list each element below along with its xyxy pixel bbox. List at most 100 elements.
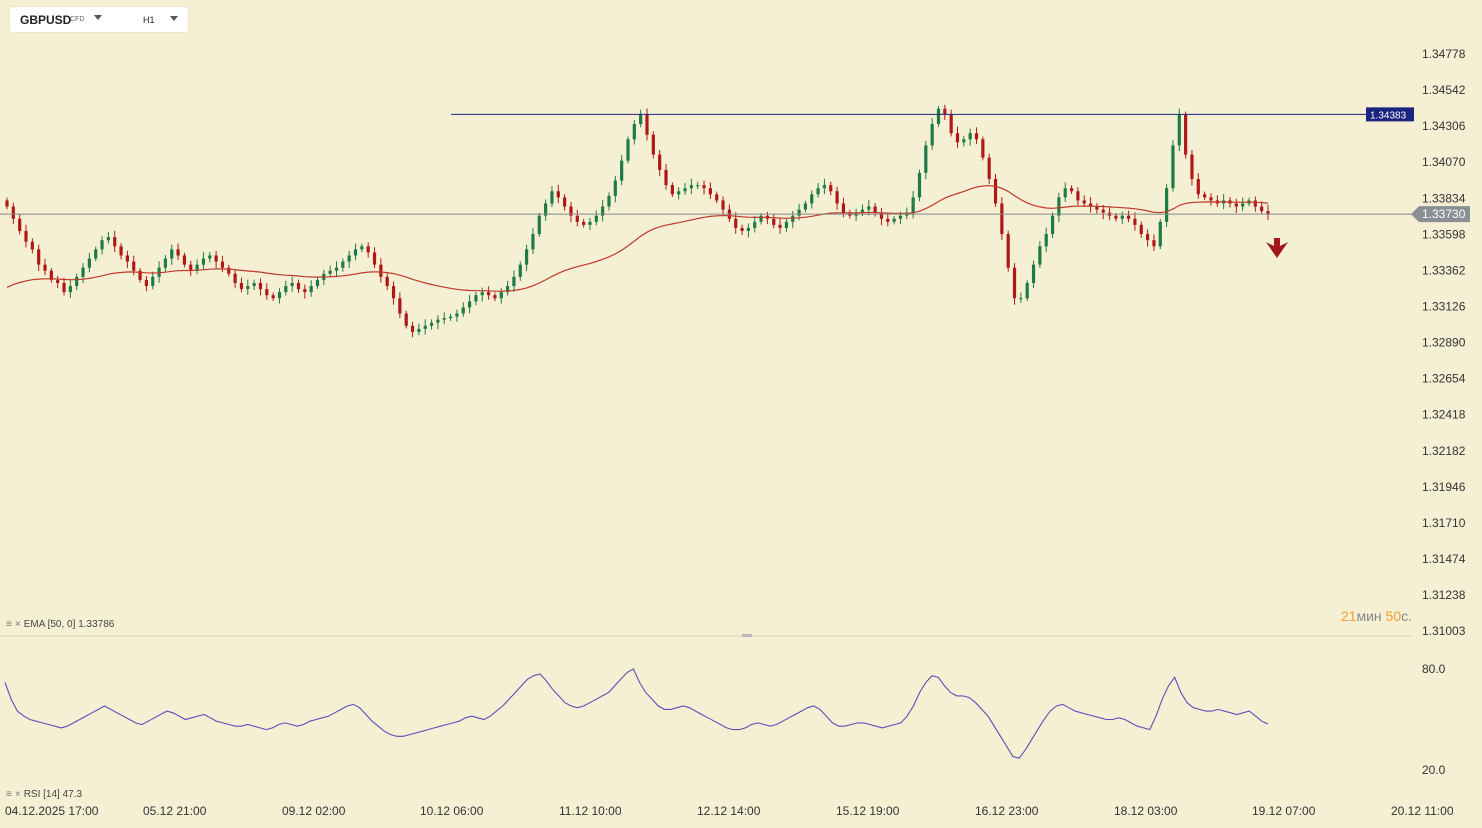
candle-body (1253, 200, 1257, 207)
candle-body (309, 286, 313, 293)
candle-body (505, 286, 510, 293)
symbol-dropdown-icon[interactable] (94, 15, 102, 20)
timeframe-dropdown-icon[interactable] (170, 16, 178, 21)
candle-body (696, 185, 700, 187)
candle-body (239, 282, 244, 290)
candle-body (1190, 154, 1194, 180)
candle-body (163, 258, 168, 268)
candle-body (429, 322, 434, 326)
indicator-settings-icon[interactable]: ≡ (6, 619, 12, 630)
candle-body (398, 298, 402, 314)
candle-body (810, 194, 814, 204)
candle-body (1088, 203, 1093, 207)
candle-body (677, 191, 681, 195)
price-scale: 1.34778 1.34542 1.34306 1.34070 1.33834 1.335… (1422, 47, 1466, 638)
candle-body (1095, 206, 1099, 210)
candle-body (974, 133, 979, 140)
candle-body (303, 289, 307, 293)
candle-body (94, 249, 98, 259)
candle-body (734, 218, 738, 228)
candle-body (1082, 200, 1086, 204)
candle-body (860, 209, 865, 213)
candle-body (1177, 114, 1181, 146)
sell-arrow-icon (1266, 238, 1288, 258)
candle-body (607, 195, 611, 207)
candle-body (227, 267, 231, 274)
candle-body (715, 194, 719, 201)
candle-body (981, 139, 985, 158)
symbol-name[interactable]: GBPUSD (20, 13, 72, 27)
candle-body (499, 292, 503, 299)
candle-body (1000, 203, 1004, 235)
pane-resize-handle[interactable] (742, 634, 752, 637)
candle-body (1139, 224, 1143, 235)
candle-body (423, 325, 427, 329)
candle-body (639, 114, 643, 125)
price-tick-label: 1.32890 (1422, 336, 1466, 350)
candle-body (563, 197, 567, 207)
candle-body (455, 313, 459, 317)
candle-body (917, 172, 922, 198)
candles-layer (5, 104, 1270, 338)
candle-body (962, 139, 966, 143)
candle-body (1126, 215, 1131, 219)
candle-body (170, 249, 174, 259)
candle-body (113, 237, 117, 247)
candle-body (1146, 234, 1150, 241)
ema-indicator-label: ≡ × EMA [50, 0] 1.33786 (6, 619, 115, 630)
candle-body (550, 191, 554, 204)
candle-body (1114, 215, 1118, 219)
candle-body (1196, 179, 1200, 195)
rsi-line (4, 668, 1269, 759)
candle-body (11, 206, 15, 219)
candle-body (867, 206, 871, 210)
candle-body (87, 258, 91, 268)
candle-body (1006, 234, 1010, 268)
candle-body (233, 273, 237, 283)
indicator-close-icon[interactable]: × (14, 619, 21, 630)
candle-body (1050, 215, 1055, 235)
candle-body (366, 246, 370, 253)
candle-body (480, 292, 484, 296)
timeframe-selector[interactable]: H1 (143, 15, 155, 25)
candle-body (24, 230, 28, 242)
candle-body (246, 286, 250, 290)
symbol-type: CFD (70, 16, 85, 23)
candle-body (18, 218, 22, 231)
indicator-close-icon[interactable]: × (14, 789, 21, 800)
candle-body (1234, 203, 1238, 207)
candle-body (575, 215, 579, 222)
price-tick-label: 1.31946 (1422, 480, 1466, 494)
candle-body (208, 255, 212, 259)
candle-body (1241, 203, 1245, 207)
candle-body (189, 264, 193, 271)
candle-body (201, 258, 206, 265)
candle-body (30, 241, 34, 250)
candle-body (778, 224, 782, 228)
price-tick-label: 1.33834 (1422, 191, 1466, 205)
price-tick-label: 1.33126 (1422, 300, 1466, 314)
candle-body (702, 185, 706, 189)
price-tick-label: 1.34070 (1422, 155, 1466, 169)
indicator-settings-icon[interactable]: ≡ (6, 789, 12, 800)
candle-body (49, 270, 53, 280)
candle-body (993, 179, 998, 204)
candle-body (544, 203, 548, 216)
candle-body (493, 295, 497, 299)
candle-body (620, 160, 624, 181)
candle-body (943, 108, 947, 115)
candle-body (467, 301, 472, 308)
candle-body (486, 292, 491, 296)
candle-body (1076, 191, 1080, 201)
candle-body (410, 325, 415, 332)
candle-body (1044, 234, 1048, 247)
candle-body (417, 328, 421, 332)
candle-body (391, 286, 396, 299)
candle-body (176, 249, 180, 256)
candle-body (252, 282, 256, 287)
candle-body (594, 215, 598, 222)
current-price-tag: 1.33730 (1411, 206, 1470, 223)
price-tick-label: 1.31238 (1422, 588, 1466, 602)
candle-body (81, 267, 85, 277)
